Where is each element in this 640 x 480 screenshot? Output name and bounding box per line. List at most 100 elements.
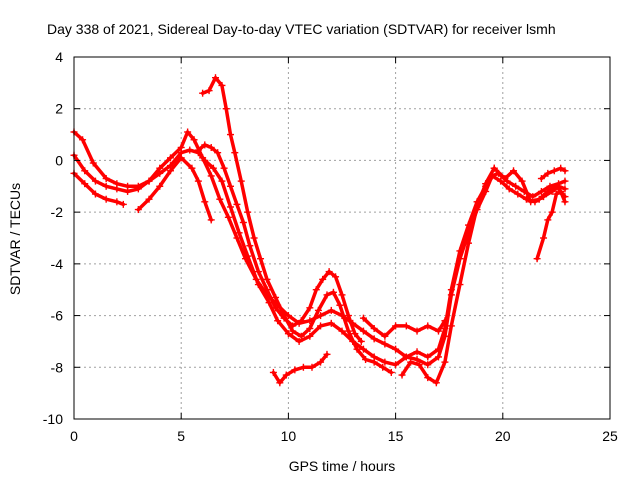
- data-point-marker: [413, 327, 421, 335]
- y-tick-label: 2: [55, 101, 63, 117]
- data-point-marker: [329, 288, 337, 296]
- data-point-marker: [514, 190, 522, 198]
- data-point-marker: [263, 275, 271, 283]
- data-point-marker: [201, 141, 209, 149]
- data-point-marker: [540, 234, 548, 242]
- data-point-marker: [244, 208, 252, 216]
- y-tick-label: -10: [43, 411, 63, 427]
- x-tick-label: 10: [281, 428, 297, 444]
- y-tick-label: 0: [55, 152, 63, 168]
- data-point-marker: [289, 327, 297, 335]
- data-point-marker: [505, 185, 513, 193]
- data-point-marker: [134, 185, 142, 193]
- data-point-marker: [379, 363, 387, 371]
- data-point-marker: [317, 322, 325, 330]
- data-point-marker: [561, 198, 569, 206]
- data-point-marker: [207, 144, 215, 151]
- data-point-marker: [402, 322, 410, 330]
- data-point-marker: [89, 159, 97, 167]
- data-point-marker: [557, 187, 565, 195]
- data-point-marker: [280, 312, 288, 320]
- data-point-marker: [119, 200, 127, 208]
- data-point-marker: [362, 356, 370, 364]
- data-point-marker: [518, 177, 526, 185]
- data-point-marker: [244, 252, 252, 260]
- data-point-marker: [312, 286, 320, 294]
- data-point-marker: [113, 185, 121, 193]
- y-tick-label: -2: [51, 204, 64, 220]
- plot-frame: [73, 56, 611, 420]
- data-point-marker: [254, 281, 262, 289]
- data-point-marker: [224, 213, 232, 221]
- data-point-marker: [512, 182, 520, 190]
- data-point-marker: [102, 175, 110, 183]
- y-tick-label: -6: [51, 308, 64, 324]
- data-point-marker: [353, 345, 361, 353]
- data-point-marker: [432, 379, 440, 387]
- data-point-marker: [552, 190, 560, 198]
- data-point-marker: [424, 353, 432, 361]
- data-point-marker: [227, 203, 235, 211]
- series-trace: [196, 143, 364, 344]
- data-point-marker: [79, 136, 87, 144]
- x-tick-label: 0: [70, 428, 78, 444]
- chart-title: Day 338 of 2021, Sidereal Day-to-day VTE…: [47, 21, 556, 37]
- x-axis-title: GPS time / hours: [289, 458, 396, 474]
- data-point-marker: [327, 306, 335, 314]
- data-point-marker: [332, 273, 340, 281]
- data-point-marker: [370, 358, 378, 366]
- y-axis-title: SDTVAR / TECUs: [7, 183, 23, 295]
- data-point-marker: [537, 187, 545, 195]
- series-track-h: [359, 314, 449, 340]
- data-point-marker: [338, 327, 346, 335]
- data-point-marker: [325, 268, 333, 276]
- data-point-marker: [102, 195, 110, 203]
- data-point-marker: [456, 247, 464, 255]
- x-tick-label: 5: [177, 428, 185, 444]
- data-point-marker: [102, 182, 110, 190]
- data-point-marker: [235, 229, 243, 237]
- data-point-marker: [357, 337, 365, 345]
- data-point-marker: [441, 325, 449, 332]
- data-point-marker: [81, 180, 89, 188]
- data-point-marker: [370, 325, 378, 332]
- data-point-marker: [561, 185, 569, 193]
- data-point-marker: [323, 291, 331, 299]
- data-point-marker: [199, 89, 207, 97]
- data-point-marker: [561, 167, 569, 175]
- data-point-marker: [272, 304, 280, 312]
- data-point-marker: [269, 368, 277, 376]
- data-point-marker: [544, 187, 552, 195]
- data-point-marker: [544, 216, 552, 224]
- gridlines: [74, 57, 610, 419]
- data-point-marker: [402, 353, 410, 361]
- data-point-marker: [398, 371, 406, 379]
- data-point-marker: [207, 172, 215, 180]
- data-point-marker: [276, 379, 284, 387]
- axis-ticks: [73, 56, 611, 420]
- data-point-marker: [201, 198, 209, 206]
- data-point-marker: [166, 154, 174, 162]
- data-point-marker: [239, 218, 247, 226]
- data-point-marker: [415, 361, 423, 369]
- data-point-marker: [306, 332, 314, 340]
- data-point-marker: [201, 156, 209, 164]
- data-point-marker: [441, 358, 449, 366]
- data-point-marker: [257, 255, 265, 263]
- data-point-marker: [237, 177, 245, 185]
- data-point-marker: [537, 175, 545, 183]
- data-point-marker: [207, 216, 215, 224]
- data-point-marker: [156, 182, 164, 190]
- data-point-marker: [246, 242, 254, 250]
- data-point-marker: [282, 371, 290, 379]
- data-point-marker: [441, 317, 449, 325]
- data-point-marker: [222, 105, 230, 113]
- data-point-marker: [194, 177, 202, 185]
- data-point-marker: [413, 356, 421, 364]
- data-point-marker: [387, 368, 395, 376]
- data-point-marker: [284, 330, 292, 338]
- data-point-marker: [359, 345, 367, 353]
- series-track-l: [537, 164, 569, 183]
- data-point-marker: [548, 208, 556, 216]
